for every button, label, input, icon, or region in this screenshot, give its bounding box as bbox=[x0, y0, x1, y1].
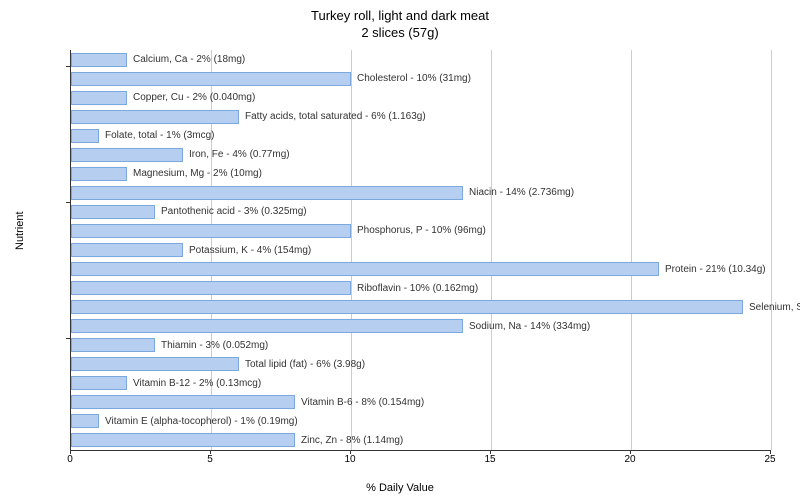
bar-label: Potassium, K - 4% (154mg) bbox=[183, 243, 311, 257]
bar-row: Vitamin B-12 - 2% (0.13mcg) bbox=[71, 376, 771, 390]
bar bbox=[71, 338, 155, 352]
bar bbox=[71, 110, 239, 124]
bar-row: Thiamin - 3% (0.052mg) bbox=[71, 338, 771, 352]
bar-row: Sodium, Na - 14% (334mg) bbox=[71, 319, 771, 333]
bar bbox=[71, 129, 99, 143]
bar-row: Potassium, K - 4% (154mg) bbox=[71, 243, 771, 257]
y-tick bbox=[66, 202, 70, 203]
gridline bbox=[771, 50, 772, 450]
bar-row: Copper, Cu - 2% (0.040mg) bbox=[71, 91, 771, 105]
bar bbox=[71, 414, 99, 428]
nutrition-chart: Turkey roll, light and dark meat 2 slice… bbox=[0, 0, 800, 500]
x-tick-label: 10 bbox=[344, 454, 355, 465]
bar-row: Vitamin E (alpha-tocopherol) - 1% (0.19m… bbox=[71, 414, 771, 428]
bar-row: Protein - 21% (10.34g) bbox=[71, 262, 771, 276]
bar-row: Pantothenic acid - 3% (0.325mg) bbox=[71, 205, 771, 219]
bar bbox=[71, 205, 155, 219]
bar bbox=[71, 224, 351, 238]
bar-row: Niacin - 14% (2.736mg) bbox=[71, 186, 771, 200]
bar-label: Selenium, Se - 24% (16.6mcg) bbox=[743, 300, 800, 314]
bar-row: Total lipid (fat) - 6% (3.98g) bbox=[71, 357, 771, 371]
bar-row: Riboflavin - 10% (0.162mg) bbox=[71, 281, 771, 295]
bar-label: Niacin - 14% (2.736mg) bbox=[463, 186, 574, 200]
bar-label: Sodium, Na - 14% (334mg) bbox=[463, 319, 590, 333]
bar-label: Vitamin B-12 - 2% (0.13mcg) bbox=[127, 376, 261, 390]
bar bbox=[71, 91, 127, 105]
bar-row: Cholesterol - 10% (31mg) bbox=[71, 72, 771, 86]
bar bbox=[71, 186, 463, 200]
chart-title-line1: Turkey roll, light and dark meat bbox=[0, 8, 800, 25]
bar-row: Magnesium, Mg - 2% (10mg) bbox=[71, 167, 771, 181]
bar bbox=[71, 148, 183, 162]
bar-row: Selenium, Se - 24% (16.6mcg) bbox=[71, 300, 771, 314]
bar-row: Zinc, Zn - 8% (1.14mg) bbox=[71, 433, 771, 447]
bar-label: Riboflavin - 10% (0.162mg) bbox=[351, 281, 478, 295]
bar-label: Vitamin B-6 - 8% (0.154mg) bbox=[295, 395, 424, 409]
bar-row: Fatty acids, total saturated - 6% (1.163… bbox=[71, 110, 771, 124]
bar bbox=[71, 395, 295, 409]
bar-label: Cholesterol - 10% (31mg) bbox=[351, 72, 471, 86]
x-tick-label: 20 bbox=[624, 454, 635, 465]
y-tick bbox=[66, 338, 70, 339]
bar bbox=[71, 167, 127, 181]
bar-label: Magnesium, Mg - 2% (10mg) bbox=[127, 167, 262, 181]
bar bbox=[71, 433, 295, 447]
bar bbox=[71, 319, 463, 333]
bar bbox=[71, 243, 183, 257]
bar-label: Vitamin E (alpha-tocopherol) - 1% (0.19m… bbox=[99, 414, 298, 428]
bar bbox=[71, 357, 239, 371]
bar-label: Pantothenic acid - 3% (0.325mg) bbox=[155, 205, 307, 219]
bar-label: Iron, Fe - 4% (0.77mg) bbox=[183, 148, 290, 162]
plot-area: Calcium, Ca - 2% (18mg) Cholesterol - 10%… bbox=[70, 50, 771, 451]
bar-label: Folate, total - 1% (3mcg) bbox=[99, 129, 214, 143]
bar-label: Copper, Cu - 2% (0.040mg) bbox=[127, 91, 255, 105]
bar-label: Zinc, Zn - 8% (1.14mg) bbox=[295, 433, 403, 447]
chart-title-line2: 2 slices (57g) bbox=[0, 25, 800, 42]
bar bbox=[71, 376, 127, 390]
bar bbox=[71, 262, 659, 276]
bar-row: Phosphorus, P - 10% (96mg) bbox=[71, 224, 771, 238]
bar-row: Calcium, Ca - 2% (18mg) bbox=[71, 53, 771, 67]
x-axis-label: % Daily Value bbox=[0, 482, 800, 494]
y-axis-label: Nutrient bbox=[14, 211, 26, 250]
bar-label: Total lipid (fat) - 6% (3.98g) bbox=[239, 357, 365, 371]
x-tick-label: 5 bbox=[207, 454, 213, 465]
bar-label: Thiamin - 3% (0.052mg) bbox=[155, 338, 268, 352]
chart-title: Turkey roll, light and dark meat 2 slice… bbox=[0, 0, 800, 42]
y-tick bbox=[66, 66, 70, 67]
bar-label: Protein - 21% (10.34g) bbox=[659, 262, 766, 276]
x-tick-label: 15 bbox=[484, 454, 495, 465]
bar-row: Iron, Fe - 4% (0.77mg) bbox=[71, 148, 771, 162]
x-tick-label: 0 bbox=[67, 454, 73, 465]
bar-row: Folate, total - 1% (3mcg) bbox=[71, 129, 771, 143]
bar bbox=[71, 72, 351, 86]
bar-label: Phosphorus, P - 10% (96mg) bbox=[351, 224, 486, 238]
bar-label: Calcium, Ca - 2% (18mg) bbox=[127, 53, 245, 67]
bar bbox=[71, 281, 351, 295]
x-tick-label: 25 bbox=[764, 454, 775, 465]
bar bbox=[71, 53, 127, 67]
bar-label: Fatty acids, total saturated - 6% (1.163… bbox=[239, 110, 426, 124]
bar-row: Vitamin B-6 - 8% (0.154mg) bbox=[71, 395, 771, 409]
bar bbox=[71, 300, 743, 314]
